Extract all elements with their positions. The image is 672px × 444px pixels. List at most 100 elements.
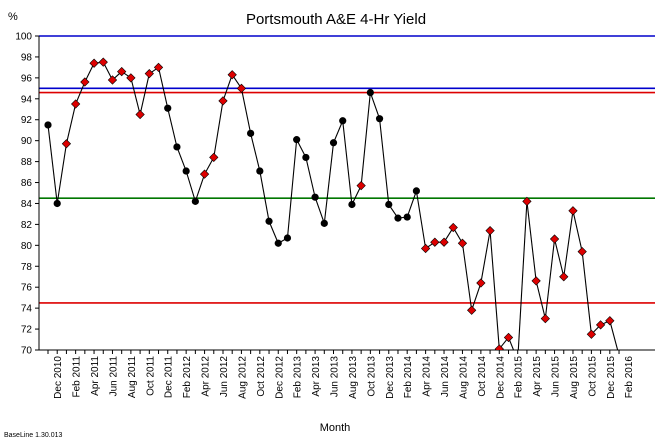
x-tick-label: Aug 2013 xyxy=(348,356,359,399)
x-tick-label: Apr 2011 xyxy=(90,356,101,396)
series-segment xyxy=(213,100,224,158)
series-segment xyxy=(535,280,546,319)
data-point xyxy=(394,214,402,222)
series-segment xyxy=(250,133,261,172)
data-point xyxy=(311,193,319,201)
series-segment xyxy=(572,210,583,252)
y-tick-label: 94 xyxy=(21,94,33,105)
x-tick-label: Jun 2014 xyxy=(440,356,451,398)
data-point xyxy=(135,109,145,120)
data-point xyxy=(494,344,504,350)
x-tick-label: Aug 2012 xyxy=(237,356,248,399)
data-point xyxy=(236,83,247,93)
data-point xyxy=(320,219,328,227)
x-tick-label: Dec 2011 xyxy=(164,356,175,399)
axes xyxy=(38,36,655,351)
x-tick-label: Feb 2013 xyxy=(293,356,304,399)
series-segment xyxy=(554,238,565,277)
data-point xyxy=(153,62,164,73)
x-tick-label: Feb 2016 xyxy=(624,356,635,399)
series-segment xyxy=(480,230,491,284)
data-point xyxy=(549,234,560,244)
y-tick-label: 98 xyxy=(21,52,33,63)
data-point xyxy=(283,234,292,242)
data-point xyxy=(366,88,374,97)
data-point xyxy=(385,200,393,209)
x-tick-label: Oct 2013 xyxy=(366,356,377,397)
data-point xyxy=(485,226,495,236)
series-segment xyxy=(406,190,417,218)
data-point xyxy=(329,139,338,147)
x-tick-label: Apr 2015 xyxy=(532,356,543,397)
chart-title: Portsmouth A&E 4-Hr Yield xyxy=(246,11,426,28)
series-segment xyxy=(333,120,344,143)
data-point xyxy=(302,153,310,162)
x-tick-label: Apr 2012 xyxy=(201,356,212,397)
x-tick-label: Jun 2012 xyxy=(219,356,230,398)
x-tick-label: Feb 2015 xyxy=(514,356,525,399)
x-tick-label: Dec 2012 xyxy=(274,356,285,399)
data-point xyxy=(586,329,597,339)
series-segment xyxy=(157,67,169,109)
series-segment xyxy=(47,124,58,204)
series-segment xyxy=(240,88,252,134)
x-tick-label: Jun 2013 xyxy=(330,356,341,398)
data-point xyxy=(439,237,449,247)
series-segment xyxy=(544,238,556,319)
x-tick-label: Dec 2013 xyxy=(385,356,396,399)
footer-version: BaseLine 1.30.013 xyxy=(4,432,63,439)
x-tick-label: Feb 2012 xyxy=(182,356,193,399)
y-ticks: 70 72 74 76 78 80 82 84 86 88 90 92 94 96 98 100 xyxy=(15,32,39,357)
data-point xyxy=(126,73,136,83)
y-tick-label: 82 xyxy=(21,220,33,231)
data-point xyxy=(568,206,578,216)
series-segment xyxy=(167,108,178,148)
y-tick-label: 72 xyxy=(21,325,33,336)
y-tick-label: 70 xyxy=(21,346,33,357)
series-segment xyxy=(461,243,473,311)
x-tick-label: Apr 2013 xyxy=(311,356,322,397)
data-point xyxy=(80,77,90,87)
data-point xyxy=(117,66,127,77)
data-point xyxy=(71,99,81,109)
y-tick-label: 76 xyxy=(21,283,33,294)
y-tick-label: 84 xyxy=(21,199,33,210)
data-point xyxy=(339,117,347,125)
y-tick-label: 86 xyxy=(21,178,33,189)
x-tick-label: Jun 2011 xyxy=(108,356,119,397)
series-segment xyxy=(176,146,187,172)
series-segment xyxy=(84,62,95,83)
data-point xyxy=(595,320,606,330)
y-tick-label: 88 xyxy=(21,157,33,168)
series-segment xyxy=(185,170,196,202)
series-segment xyxy=(286,139,298,239)
data-point xyxy=(144,69,154,79)
data-point xyxy=(173,143,181,151)
y-tick-label: 80 xyxy=(21,241,33,252)
reference-lines xyxy=(39,35,655,304)
data-point xyxy=(256,167,264,175)
data-point xyxy=(89,58,99,68)
series-segment xyxy=(471,282,482,311)
series-segment xyxy=(56,143,67,204)
series-segment xyxy=(222,74,233,102)
data-point xyxy=(522,196,532,206)
series-segment xyxy=(563,210,574,277)
series-segment xyxy=(323,142,335,224)
data-point xyxy=(218,96,228,106)
data-point xyxy=(53,199,61,208)
y-axis-label: % xyxy=(8,11,18,23)
y-tick-label: 100 xyxy=(15,32,32,43)
series-segment xyxy=(507,337,515,350)
x-tick-label: Oct 2012 xyxy=(256,356,267,397)
series-segment xyxy=(65,103,77,144)
data-point xyxy=(199,169,210,179)
series-segment xyxy=(526,201,537,281)
data-point xyxy=(430,237,440,247)
data-point xyxy=(457,238,468,248)
x-tick-label: Feb 2014 xyxy=(403,356,414,399)
series-segment xyxy=(130,77,141,115)
data-point xyxy=(98,57,108,67)
y-tick-label: 74 xyxy=(21,304,33,315)
data-point xyxy=(293,136,301,144)
